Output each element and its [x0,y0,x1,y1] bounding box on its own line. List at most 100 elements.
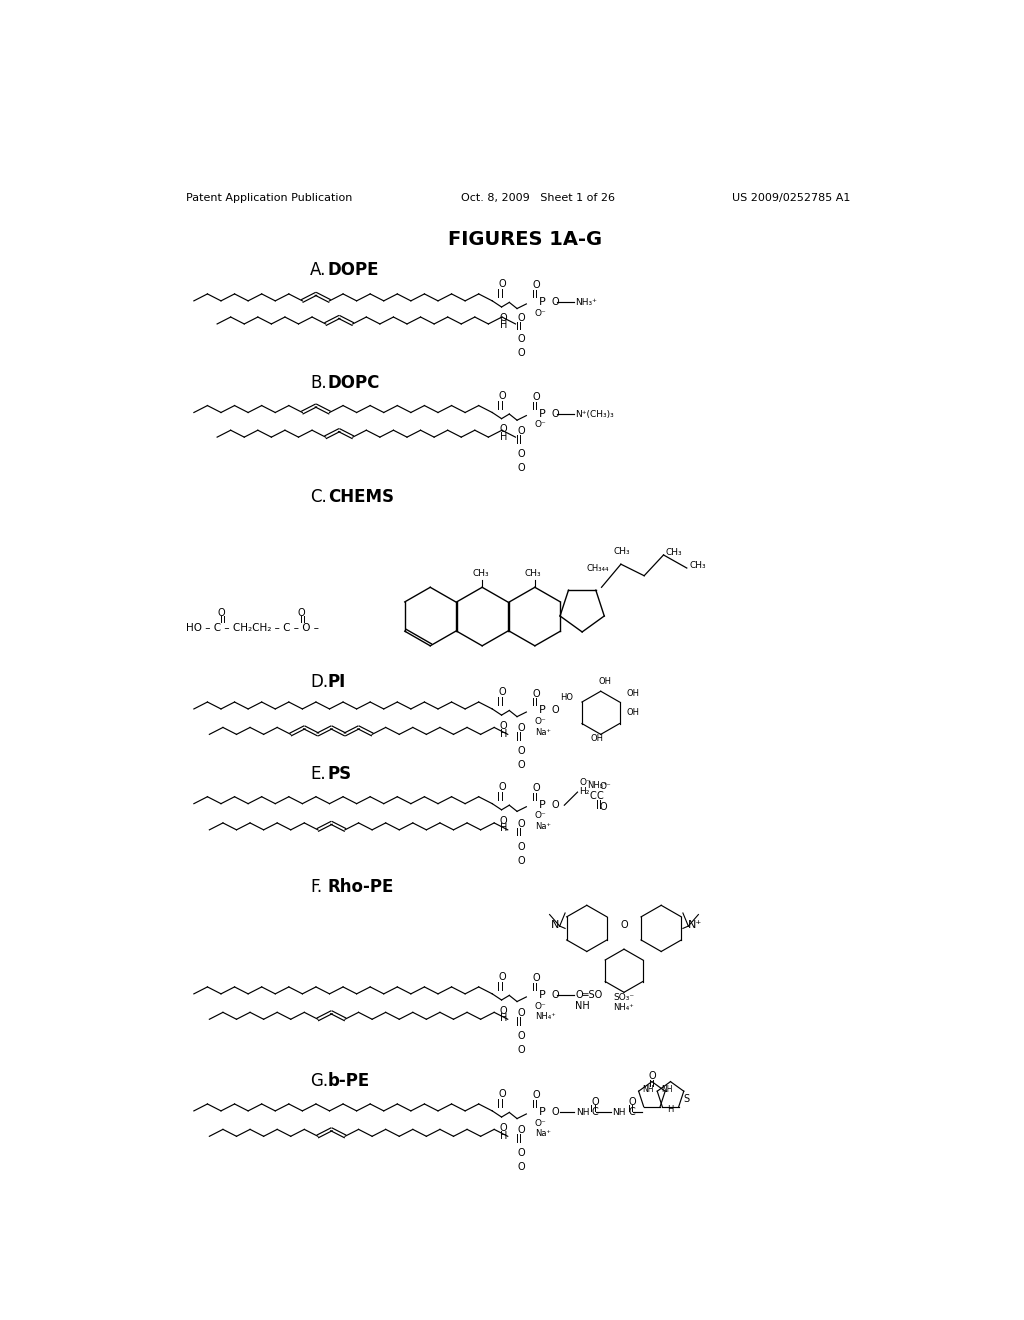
Text: O⁻: O⁻ [535,717,547,726]
Text: O⁻: O⁻ [535,420,547,429]
Text: S: S [683,1094,689,1105]
Text: O: O [532,689,541,698]
Text: CH₃: CH₃ [666,548,682,557]
Text: Patent Application Publication: Patent Application Publication [186,194,352,203]
Text: O: O [500,721,508,731]
Text: O: O [499,972,506,982]
Text: CHEMS: CHEMS [328,488,394,506]
Text: O: O [517,348,524,358]
Text: O: O [517,1045,524,1055]
Text: N⁺(CH₃)₃: N⁺(CH₃)₃ [575,409,614,418]
Text: O: O [599,801,607,812]
Text: H: H [668,1105,674,1114]
Text: O: O [517,463,524,473]
Text: NH₃⁺: NH₃⁺ [575,298,597,306]
Text: HO: HO [560,693,572,702]
Text: O⁻: O⁻ [535,1119,547,1127]
Text: N: N [551,920,560,929]
Text: P: P [539,705,546,715]
Text: C: C [592,1107,598,1118]
Text: DOPC: DOPC [328,375,380,392]
Text: E.: E. [310,766,326,783]
Text: NH: NH [612,1107,626,1117]
Text: O: O [217,607,225,618]
Text: O: O [629,1097,636,1106]
Text: H: H [500,1014,507,1023]
Text: O: O [517,449,524,459]
Text: H₂: H₂ [579,787,590,796]
Text: H: H [500,321,507,330]
Text: O: O [517,1162,524,1172]
Text: C: C [589,791,596,801]
Text: O⁻: O⁻ [579,777,591,787]
Text: H: H [500,1130,507,1140]
Text: O: O [532,392,541,403]
Text: NH₃⁺: NH₃⁺ [587,780,607,789]
Text: O: O [532,280,541,290]
Text: A.: A. [310,261,327,279]
Text: O: O [648,1072,655,1081]
Text: O: O [517,855,524,866]
Text: P: P [539,297,546,308]
Text: O: O [517,313,524,323]
Text: OH: OH [598,677,611,686]
Text: P: P [539,409,546,418]
Text: O: O [532,783,541,793]
Text: CH₃: CH₃ [689,561,706,570]
Text: O: O [499,1089,506,1100]
Text: P: P [539,1107,546,1118]
Text: O: O [499,781,506,792]
Text: O: O [532,973,541,983]
Text: FIGURES 1A-G: FIGURES 1A-G [447,230,602,248]
Text: CH₃₄₄: CH₃₄₄ [587,564,609,573]
Text: N⁺: N⁺ [688,920,702,929]
Text: NH: NH [575,1001,590,1011]
Text: P: P [539,800,546,810]
Text: O: O [517,760,524,770]
Text: O: O [517,1008,524,1018]
Text: C: C [597,791,603,801]
Text: B.: B. [310,375,327,392]
Text: NH₄⁺: NH₄⁺ [535,1012,556,1022]
Text: Na⁺: Na⁺ [535,1130,551,1138]
Text: PS: PS [328,766,352,783]
Text: O: O [517,334,524,345]
Text: O: O [551,297,559,308]
Text: O: O [551,409,559,418]
Text: O: O [517,1148,524,1158]
Text: O: O [517,842,524,851]
Text: O⁻: O⁻ [535,309,547,318]
Text: O: O [551,800,559,810]
Text: b-PE: b-PE [328,1072,371,1090]
Text: O: O [500,816,508,825]
Text: CH₃: CH₃ [472,569,488,578]
Text: DOPE: DOPE [328,261,380,279]
Text: OH: OH [591,734,603,743]
Text: Rho-PE: Rho-PE [328,878,394,896]
Text: O: O [551,990,559,1001]
Text: F.: F. [310,878,323,896]
Text: Na⁺: Na⁺ [535,727,551,737]
Text: CH₃: CH₃ [613,548,630,556]
Text: O⁻: O⁻ [535,812,547,821]
Text: NH: NH [575,1107,590,1117]
Text: O: O [551,705,559,715]
Text: Na⁺: Na⁺ [535,822,551,832]
Text: O: O [499,391,506,400]
Text: O: O [500,1006,508,1016]
Text: P: P [539,990,546,1001]
Text: O═SO: O═SO [575,990,602,1001]
Text: D.: D. [310,673,329,690]
Text: SO₃⁻: SO₃⁻ [613,993,635,1002]
Text: US 2009/0252785 A1: US 2009/0252785 A1 [732,194,851,203]
Text: O: O [297,607,304,618]
Text: NH: NH [643,1085,654,1094]
Text: O: O [517,426,524,436]
Text: O: O [532,1090,541,1101]
Text: Oct. 8, 2009   Sheet 1 of 26: Oct. 8, 2009 Sheet 1 of 26 [461,194,615,203]
Text: CH₃: CH₃ [524,569,541,578]
Text: H: H [500,432,507,442]
Text: O: O [517,1031,524,1041]
Text: O: O [592,1097,599,1106]
Text: O: O [517,723,524,733]
